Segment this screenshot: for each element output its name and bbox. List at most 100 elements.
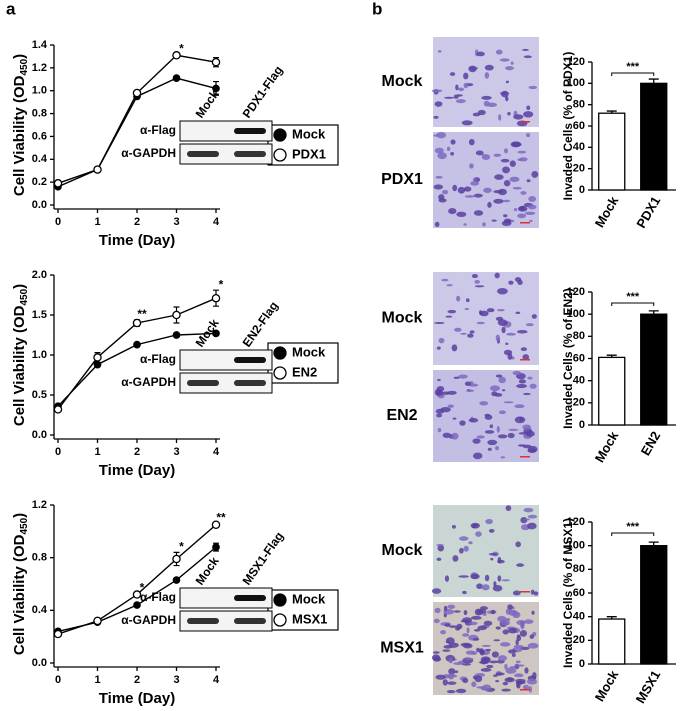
cell xyxy=(504,663,508,670)
cell xyxy=(484,430,495,434)
x-tick-label: 4 xyxy=(213,674,220,686)
data-point xyxy=(172,554,181,564)
cell xyxy=(440,406,451,413)
y-tick-label: 1.4 xyxy=(32,39,48,51)
cell xyxy=(451,524,456,529)
y-tick-label: 0.8 xyxy=(32,107,47,119)
data-point xyxy=(172,310,181,320)
data-point xyxy=(93,165,102,174)
cell xyxy=(522,444,532,449)
cell xyxy=(495,334,500,342)
y-tick-label: 80 xyxy=(573,99,585,111)
cell xyxy=(523,619,534,624)
cell xyxy=(517,158,523,161)
cell xyxy=(461,120,473,126)
blot-band xyxy=(234,618,266,624)
data-point xyxy=(172,576,181,584)
line-chart: 0.0 0.2 0.4 0.6 0.8 1.0 1.2 1.4 0 1 2 3 4 Time (Day) C… xyxy=(11,39,339,249)
cell xyxy=(483,620,493,626)
y-tick-label: 20 xyxy=(573,634,585,646)
cell xyxy=(527,514,538,519)
blot-row-label: α-Flag xyxy=(140,123,176,137)
cell xyxy=(434,607,441,614)
cell xyxy=(502,199,511,203)
cell xyxy=(438,337,445,344)
cell xyxy=(505,80,510,84)
cell xyxy=(508,428,519,431)
blot-row-label: α-GAPDH xyxy=(121,146,176,160)
cell xyxy=(460,642,472,647)
cell xyxy=(497,287,508,295)
y-axis-label-part: 450 xyxy=(19,517,30,534)
cell xyxy=(441,278,449,282)
cell xyxy=(455,688,467,694)
data-point xyxy=(211,520,221,530)
cell xyxy=(522,424,532,430)
x-tick-label: 3 xyxy=(173,216,179,228)
x-tick-label: 2 xyxy=(134,216,140,228)
cell xyxy=(527,448,537,453)
line-chart: 0.0 0.5 1.0 1.5 2.0 0 1 2 3 4 Time (Day) Cell Viabi… xyxy=(11,269,339,479)
blot-lane-label: PDX1-Flag xyxy=(240,63,286,120)
y-axis-label-part: ) xyxy=(11,54,28,59)
micrograph xyxy=(433,132,539,228)
cell xyxy=(440,630,447,635)
image-label: Mock xyxy=(382,542,423,559)
cell xyxy=(486,664,494,669)
x-tick-label: 1 xyxy=(94,216,100,228)
cell xyxy=(472,637,480,641)
blot-row-label: α-GAPDH xyxy=(121,613,176,627)
y-axis-label: Invaded Cells (% of PDX1) xyxy=(561,52,575,201)
cell xyxy=(514,416,526,424)
cell xyxy=(512,371,522,376)
cell xyxy=(459,420,466,426)
cell xyxy=(454,670,459,674)
cell xyxy=(500,456,506,459)
blot-lane-label: MSX1-Flag xyxy=(240,529,287,587)
y-tick-label: 0.4 xyxy=(32,153,48,165)
significance: *** xyxy=(626,61,640,73)
cell xyxy=(500,619,510,626)
cell xyxy=(505,95,509,102)
cell xyxy=(448,625,458,628)
cell xyxy=(468,621,478,626)
cell xyxy=(509,176,520,183)
cell xyxy=(531,610,535,615)
cell xyxy=(460,332,467,335)
cell xyxy=(473,210,484,216)
y-axis-label-part: 450 xyxy=(19,288,30,305)
cell xyxy=(433,184,444,190)
cell xyxy=(508,649,517,654)
cell xyxy=(491,219,497,222)
cell xyxy=(485,648,491,652)
cell xyxy=(463,223,467,226)
cell xyxy=(431,588,442,594)
cell xyxy=(504,148,508,154)
cell xyxy=(474,608,483,616)
cell xyxy=(490,557,494,561)
cell xyxy=(442,679,448,686)
cell xyxy=(514,277,522,282)
legend-marker xyxy=(273,148,287,162)
cell xyxy=(433,115,439,119)
significance: * xyxy=(179,540,184,554)
blot-band xyxy=(234,357,266,363)
y-tick-label: 100 xyxy=(567,540,585,552)
data-point xyxy=(132,318,142,328)
blot-lane-label: Mock xyxy=(193,87,222,120)
cell xyxy=(511,653,516,657)
cell xyxy=(453,662,464,665)
x-tick-label: PDX1 xyxy=(633,194,663,231)
cell xyxy=(525,430,535,437)
cell xyxy=(502,681,509,686)
cell xyxy=(482,613,487,616)
cell xyxy=(452,417,457,420)
cell xyxy=(503,180,511,187)
cell xyxy=(531,314,537,319)
cell xyxy=(466,389,475,392)
cell xyxy=(469,330,475,334)
cell xyxy=(483,658,491,661)
y-axis-label-part: 450 xyxy=(19,58,30,75)
